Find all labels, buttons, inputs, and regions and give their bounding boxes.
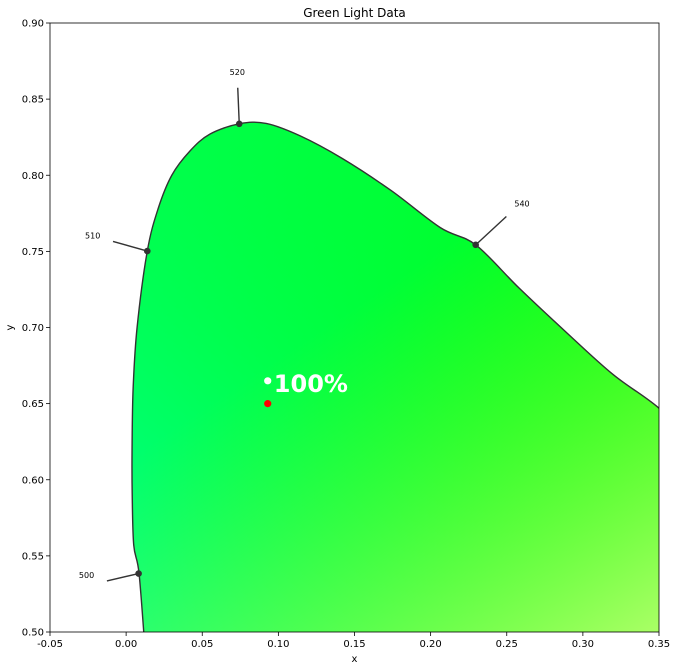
y-tick-label-1: 0.55 — [22, 551, 44, 562]
wavelength-label-500: 500 — [79, 571, 94, 580]
y-tick-label-4: 0.70 — [22, 323, 44, 334]
percentage-annotation: 100% — [274, 370, 348, 398]
wavelength-marker-510 — [143, 247, 151, 255]
y-tick-label-2: 0.60 — [22, 475, 44, 486]
x-tick-label-7: 0.30 — [572, 639, 594, 650]
wavelength-markers: 500 510 520 540 — [79, 68, 530, 582]
x-tick-label-3: 0.10 — [267, 639, 289, 650]
x-axis-label: x — [352, 654, 358, 665]
y-tick-label-8: 0.90 — [22, 19, 44, 30]
x-tick-label-8: 0.35 — [648, 639, 670, 650]
wavelength-label-510: 510 — [85, 231, 100, 240]
locus-fill-yellow — [131, 122, 659, 632]
y-tick-label-6: 0.80 — [22, 171, 44, 182]
y-axis-label: y — [5, 324, 16, 330]
data-points — [264, 377, 272, 408]
x-tick-label-4: 0.15 — [343, 639, 365, 650]
wavelength-marker-520 — [235, 120, 243, 128]
wavelength-tick-line-510 — [112, 240, 148, 252]
chart-title: Green Light Data — [303, 6, 406, 20]
y-tick-label-5: 0.75 — [22, 247, 44, 258]
data-point-series-1-0 — [264, 400, 272, 408]
y-tick-label-0: 0.50 — [22, 628, 44, 639]
spectral-locus-line — [131, 121, 659, 632]
wavelength-label-520: 520 — [230, 68, 245, 77]
wavelength-tick-line-520 — [237, 87, 240, 124]
x-tick-label-5: 0.20 — [419, 639, 441, 650]
wavelength-tick-line-500 — [106, 572, 139, 582]
x-tick-label-2: 0.05 — [191, 639, 213, 650]
wavelength-marker-500 — [135, 570, 142, 577]
x-tick-label-1: 0.00 — [115, 639, 137, 650]
data-point-series-0-0 — [264, 377, 272, 385]
wavelength-label-540: 540 — [514, 199, 529, 208]
x-axis: -0.05 0.00 0.05 0.10 0.15 0.20 0.25 0.30 0.35 — [37, 632, 670, 650]
x-tick-label-6: 0.25 — [496, 639, 518, 650]
y-axis: 0.50 0.55 0.60 0.65 0.70 0.75 0.80 0.85 0.90 — [22, 19, 50, 639]
plot-area: 500 510 520 540 — [79, 68, 659, 632]
wavelength-marker-540 — [472, 241, 479, 249]
locus-fill-group — [131, 122, 659, 632]
y-tick-label-3: 0.65 — [22, 399, 44, 410]
y-tick-label-7: 0.85 — [22, 95, 44, 106]
wavelength-tick-line-540 — [475, 215, 507, 246]
x-tick-label-0: -0.05 — [37, 639, 63, 650]
